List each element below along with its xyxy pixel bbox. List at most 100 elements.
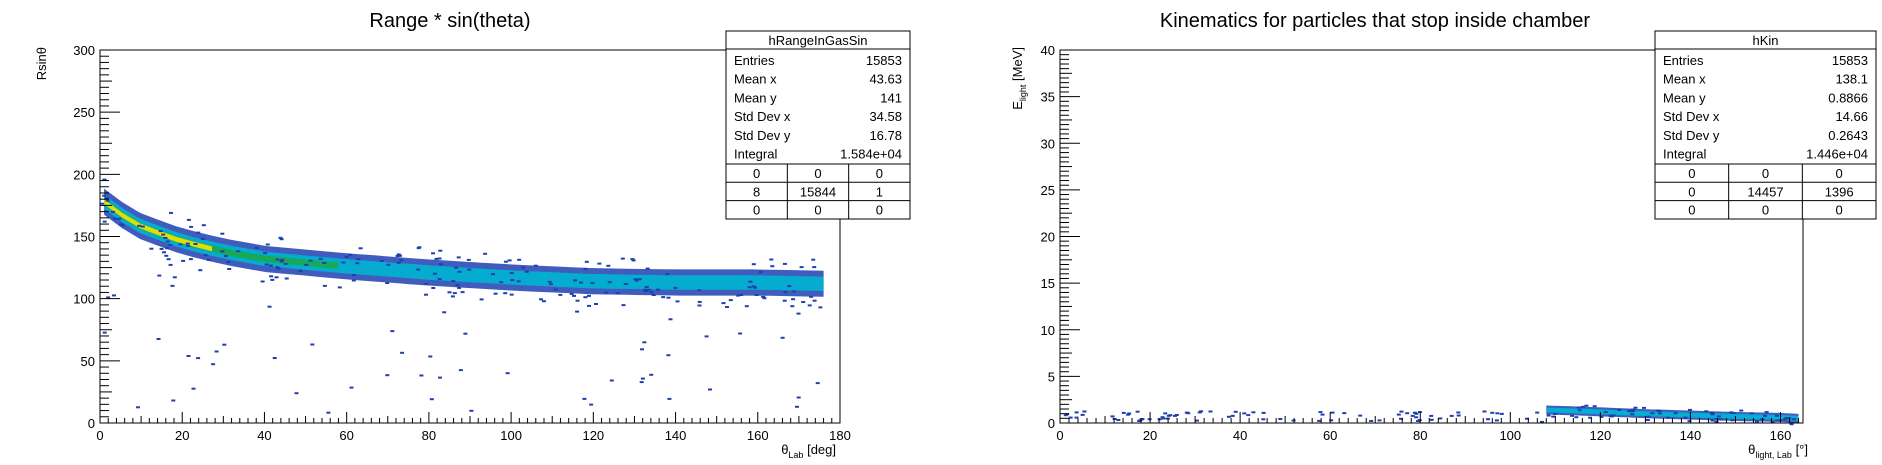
left-data-bin: [606, 264, 611, 267]
left-data-bin: [697, 300, 702, 303]
right-data-bin: [1242, 412, 1247, 415]
right-stats-value: 0.8866: [1828, 90, 1868, 105]
left-data-bin: [181, 259, 186, 262]
left-data-bin: [419, 374, 424, 377]
left-stats-cell: 0: [814, 166, 821, 181]
left-y-axis-label: Rsinθ: [34, 47, 49, 80]
right-y-tick-label: 40: [1041, 43, 1055, 58]
left-stats-cell: 0: [753, 203, 760, 218]
right-data-bin: [1599, 415, 1604, 418]
right-data-bin: [1789, 423, 1794, 426]
left-stats-cell: 1: [876, 184, 883, 199]
left-y-tick-label: 150: [73, 230, 95, 245]
left-data-bin: [355, 262, 360, 265]
left-data-bin: [337, 286, 342, 289]
left-data-bin: [437, 278, 442, 281]
left-data-bin: [469, 409, 474, 412]
left-y-tick-label: 250: [73, 105, 95, 120]
left-data-bin: [172, 276, 177, 279]
right-data-bin: [1731, 412, 1736, 414]
left-stats-value: 34.58: [869, 109, 902, 124]
left-data-bin: [782, 262, 787, 265]
right-stats-cell: 0: [1836, 166, 1843, 181]
left-data-bin: [656, 288, 660, 291]
right-stats-cell: 1396: [1825, 184, 1854, 199]
left-x-tick-label: 160: [747, 428, 769, 443]
right-data-bin: [1317, 419, 1322, 422]
left-data-bin: [416, 268, 421, 271]
left-axes: 0 20 40 60 80 100 120 140 160 1800501001502002503…: [73, 43, 851, 443]
left-data-bin: [456, 256, 461, 259]
right-data-bin: [1486, 418, 1490, 421]
right-data-bin: [1068, 416, 1073, 419]
left-data-bin: [666, 296, 671, 299]
right-data-bin: [1775, 419, 1780, 422]
left-data-bin: [100, 202, 105, 205]
left-data-bin: [644, 286, 649, 289]
left-data-bin: [429, 398, 434, 401]
left-data-bin: [158, 230, 163, 233]
left-data-bin: [758, 271, 763, 274]
left-data-bin: [196, 231, 201, 234]
left-data-bin: [615, 292, 620, 295]
left-data-bin: [548, 283, 553, 286]
left-data-bin: [220, 232, 225, 235]
right-data-bin: [1121, 411, 1126, 414]
right-data-bin: [1135, 410, 1140, 413]
left-data-bin: [590, 281, 595, 284]
left-data-bin: [165, 247, 170, 250]
left-data-bin: [661, 296, 666, 299]
right-data-bin: [1126, 413, 1131, 416]
right-data-bin: [1329, 419, 1334, 422]
right-y-tick-label: 10: [1041, 323, 1055, 338]
right-stats-cell: 0: [1688, 184, 1695, 199]
right-data-bin: [1657, 412, 1662, 415]
right-stats-cell: 14457: [1747, 184, 1783, 199]
right-data-bin: [1127, 412, 1132, 415]
right-data-bin: [1592, 405, 1597, 408]
left-data-bin: [447, 291, 452, 294]
left-data-bin: [457, 270, 462, 273]
left-stats-value: 15853: [866, 53, 902, 68]
left-data-bin: [583, 267, 588, 270]
left-data-bin: [358, 247, 363, 250]
left-stats-value: 141: [880, 90, 902, 105]
left-y-tick-label: 200: [73, 167, 95, 182]
left-data-bin: [547, 280, 552, 283]
left-data-bin: [524, 270, 529, 273]
left-data-bin: [164, 254, 169, 257]
left-data-bin: [186, 244, 191, 247]
left-data-bin: [267, 305, 272, 308]
left-data-bin: [260, 280, 265, 283]
left-data-bin: [193, 243, 198, 245]
left-x-tick-label: 0: [96, 428, 103, 443]
right-stats-label: Mean y: [1663, 90, 1706, 105]
left-data-bin: [136, 406, 140, 409]
left-data-bin: [431, 252, 435, 255]
left-stats-cell: 8: [753, 184, 760, 199]
right-data-bin: [1449, 414, 1454, 417]
left-data-bin: [736, 294, 741, 297]
right-stats-title: hKin: [1752, 33, 1778, 48]
left-data-bin: [274, 276, 279, 279]
left-stats-cell: 15844: [800, 184, 836, 199]
left-data-bin: [223, 255, 228, 257]
left-data-bin: [697, 289, 702, 292]
right-data-bin: [1456, 411, 1461, 414]
right-data-bin: [1642, 406, 1646, 409]
right-data-bin: [1208, 410, 1213, 413]
left-data-bin: [428, 355, 433, 358]
right-y-tick-label: 0: [1048, 416, 1055, 431]
left-data-bin: [431, 287, 436, 289]
left-stats-box: hRangeInGasSin Entries 15853 Mean x 43.63 Mea…: [725, 30, 911, 220]
left-data-bin: [637, 278, 642, 281]
left-x-tick-label: 120: [582, 428, 604, 443]
right-data-bin: [1739, 409, 1744, 412]
left-data-bin: [454, 266, 458, 269]
right-data-bin: [1665, 416, 1670, 419]
right-data-bin: [1717, 415, 1721, 418]
right-data-bin: [1535, 411, 1540, 414]
right-data-bin: [1631, 408, 1636, 411]
left-data-bin: [236, 250, 241, 253]
left-data-bin: [620, 257, 625, 260]
